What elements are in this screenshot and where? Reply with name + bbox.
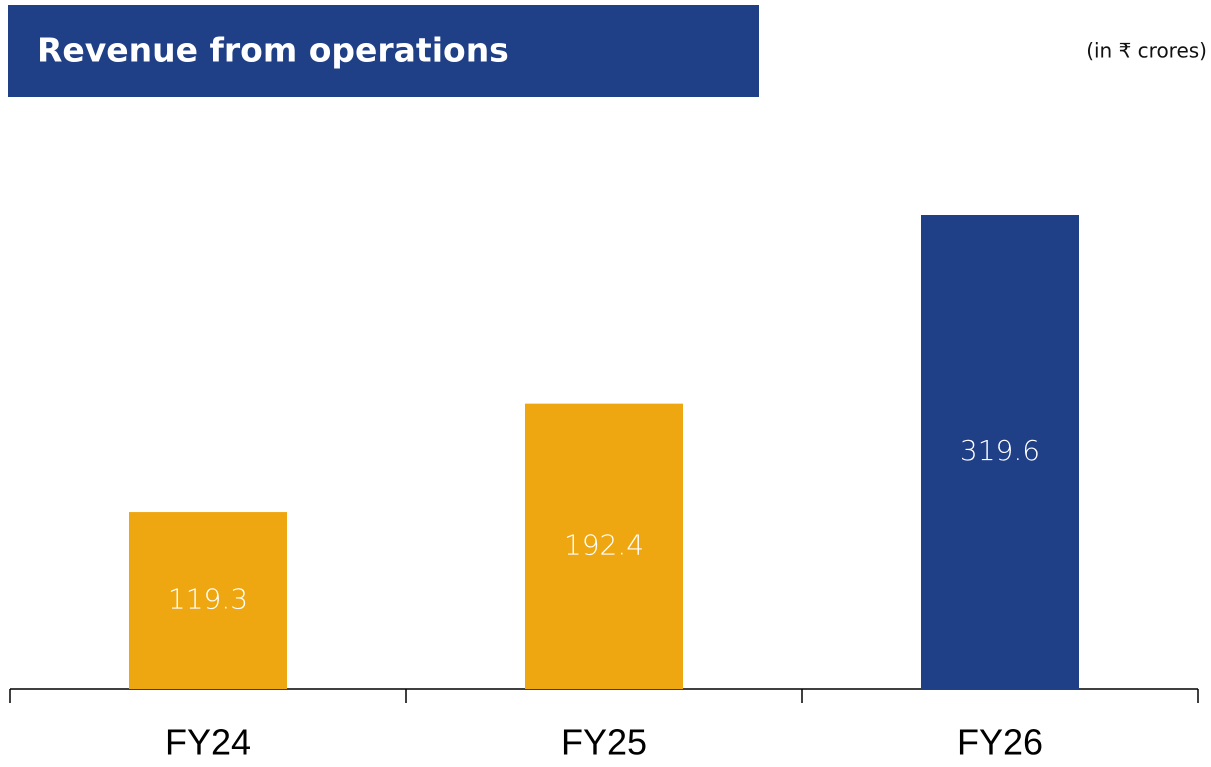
bar [525,403,683,689]
value-label: 319.6 [960,434,1040,467]
title-banner [8,5,759,97]
x-tick-label: FY25 [561,722,647,763]
value-label: 119.3 [168,583,248,616]
x-tick-label: FY24 [165,722,251,763]
bar [129,512,287,689]
chart-subtitle: (in ₹ crores) [1086,39,1207,63]
value-label: 192.4 [564,528,644,561]
chart-title: Revenue from operations [37,31,509,70]
x-tick-label: FY26 [957,722,1043,763]
bar [921,215,1079,689]
